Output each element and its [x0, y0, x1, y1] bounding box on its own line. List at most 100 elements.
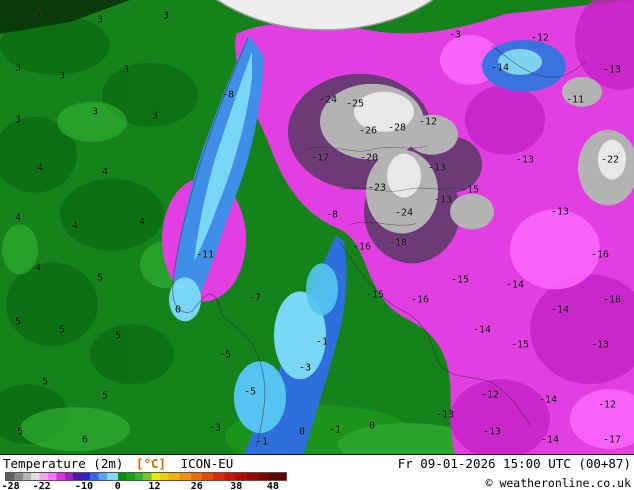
temp-label: -5 — [218, 349, 232, 361]
temp-label: 3 — [91, 106, 99, 118]
temp-label: -14 — [540, 434, 560, 446]
temp-label: 3 — [14, 114, 22, 126]
temp-label: -13 — [590, 339, 610, 351]
legend-datetime: Fr 09-01-2026 15:00 UTC (00+87) — [397, 456, 631, 471]
temp-label: -23 — [367, 182, 387, 194]
temp-label: 4 — [34, 262, 42, 274]
temp-label: -13 — [482, 426, 502, 438]
temp-label: -13 — [515, 154, 535, 166]
temp-label: -24 — [394, 207, 414, 219]
temp-label: -1 — [255, 436, 269, 448]
scale-tick-label: 48 — [266, 481, 279, 490]
temp-label: -13 — [433, 194, 453, 206]
temp-label: -18 — [602, 294, 622, 306]
temp-label: -14 — [472, 324, 492, 336]
temp-label: -12 — [530, 32, 550, 44]
temp-label: -13 — [602, 64, 622, 76]
temp-label: 5 — [41, 376, 49, 388]
temp-label: -13 — [427, 162, 447, 174]
temp-label: 0 — [174, 304, 182, 316]
scale-tick-label: 0 — [114, 481, 121, 490]
coastlines — [172, 37, 587, 448]
temp-label: -1 — [315, 336, 329, 348]
temp-label: -8 — [325, 209, 339, 221]
temp-label: 3 — [14, 62, 22, 74]
legend-model: ICON-EU — [180, 456, 234, 471]
temp-label: 5 — [96, 272, 104, 284]
temp-label: -15 — [450, 274, 470, 286]
map-graphic — [0, 0, 634, 454]
temp-label: -15 — [365, 289, 385, 301]
temp-label: -11 — [565, 94, 585, 106]
scale-tick-labels: -28 -22 -10 0 12 26 38 48 — [1, 481, 287, 490]
temp-label: 3 — [151, 110, 159, 122]
temp-label: 4 — [36, 162, 44, 174]
temp-label: 5 — [58, 324, 66, 336]
temp-label: -26 — [358, 125, 378, 137]
scale-tick-label: -22 — [32, 481, 51, 490]
temp-label: -1 — [328, 424, 342, 436]
temp-label: 4 — [101, 166, 109, 178]
cold-magenta-dark — [450, 0, 634, 454]
scale-tick-label: -28 — [1, 481, 20, 490]
temp-label: 3 — [96, 14, 104, 26]
temp-label: -3 — [298, 362, 312, 374]
temp-label: -3 — [208, 422, 222, 434]
temp-label: -22 — [600, 154, 620, 166]
temp-label: 3 — [122, 64, 130, 76]
temp-label: -8 — [221, 89, 235, 101]
scale-tick-label: -10 — [74, 481, 93, 490]
temp-label: 3 — [162, 10, 170, 22]
temp-label: -20 — [359, 152, 379, 164]
temp-label: -14 — [490, 62, 510, 74]
temp-label: -25 — [345, 98, 365, 110]
temp-label: -15 — [510, 339, 530, 351]
temp-label: -13 — [550, 206, 570, 218]
legend-title: Temperature (2m) — [3, 456, 124, 471]
scale-tick-label: 12 — [148, 481, 161, 490]
temp-label: -17 — [602, 434, 622, 446]
temp-label: -16 — [352, 241, 372, 253]
legend-unit: [°C] — [135, 456, 167, 471]
isolines — [304, 145, 457, 226]
temp-label: 4 — [71, 220, 79, 232]
color-scale: -28 -22 -10 0 12 26 38 48 — [1, 472, 287, 490]
copyright-text: © weatheronline.co.uk — [485, 476, 631, 490]
dark-corner-region — [0, 0, 130, 34]
temp-label: -3 — [448, 29, 462, 41]
temp-label: 5 — [114, 330, 122, 342]
temp-label: 6 — [81, 434, 89, 446]
ocean-dark-patches — [0, 14, 198, 445]
extreme-cold-white — [354, 91, 626, 198]
temp-label: -12 — [480, 389, 500, 401]
temp-label: -13 — [435, 409, 455, 421]
temp-label: -17 — [310, 152, 330, 164]
temp-label: 5 — [14, 316, 22, 328]
legend-bar: Temperature (2m) [°C] ICON-EU Fr 09-01-2… — [0, 456, 634, 490]
legend-title-group: Temperature (2m) [°C] ICON-EU — [3, 457, 233, 471]
temp-label: -12 — [597, 399, 617, 411]
color-scale-bar — [5, 472, 287, 481]
temp-label: -16 — [590, 249, 610, 261]
temp-label: -5 — [243, 386, 257, 398]
temp-label: -24 — [318, 94, 338, 106]
temp-label: 0 — [298, 426, 306, 438]
temp-label: -11 — [195, 249, 215, 261]
scale-tick-label: 38 — [230, 481, 243, 490]
weather-map: 3 3 3 3 3 3 3 3 3 4 4 4 4 4 4 5 5 5 5 5 5 5 6 -8 -24 -25 -26 -28 -12… — [0, 0, 634, 455]
temp-label: -16 — [410, 294, 430, 306]
scale-tick-label: 26 — [190, 481, 203, 490]
temp-label: -18 — [388, 237, 408, 249]
temp-label: 5 — [16, 426, 24, 438]
legend-text-row: Temperature (2m) [°C] ICON-EU Fr 09-01-2… — [0, 456, 634, 471]
temp-label: 5 — [101, 390, 109, 402]
temp-label: -14 — [550, 304, 570, 316]
temp-label: -15 — [460, 184, 480, 196]
temp-label: -14 — [538, 394, 558, 406]
temp-label: 3 — [58, 70, 66, 82]
temp-label: 4 — [138, 216, 146, 228]
projection-edge-arc — [216, 0, 434, 31]
temp-label: -14 — [505, 279, 525, 291]
temp-label: 3 — [34, 10, 42, 22]
